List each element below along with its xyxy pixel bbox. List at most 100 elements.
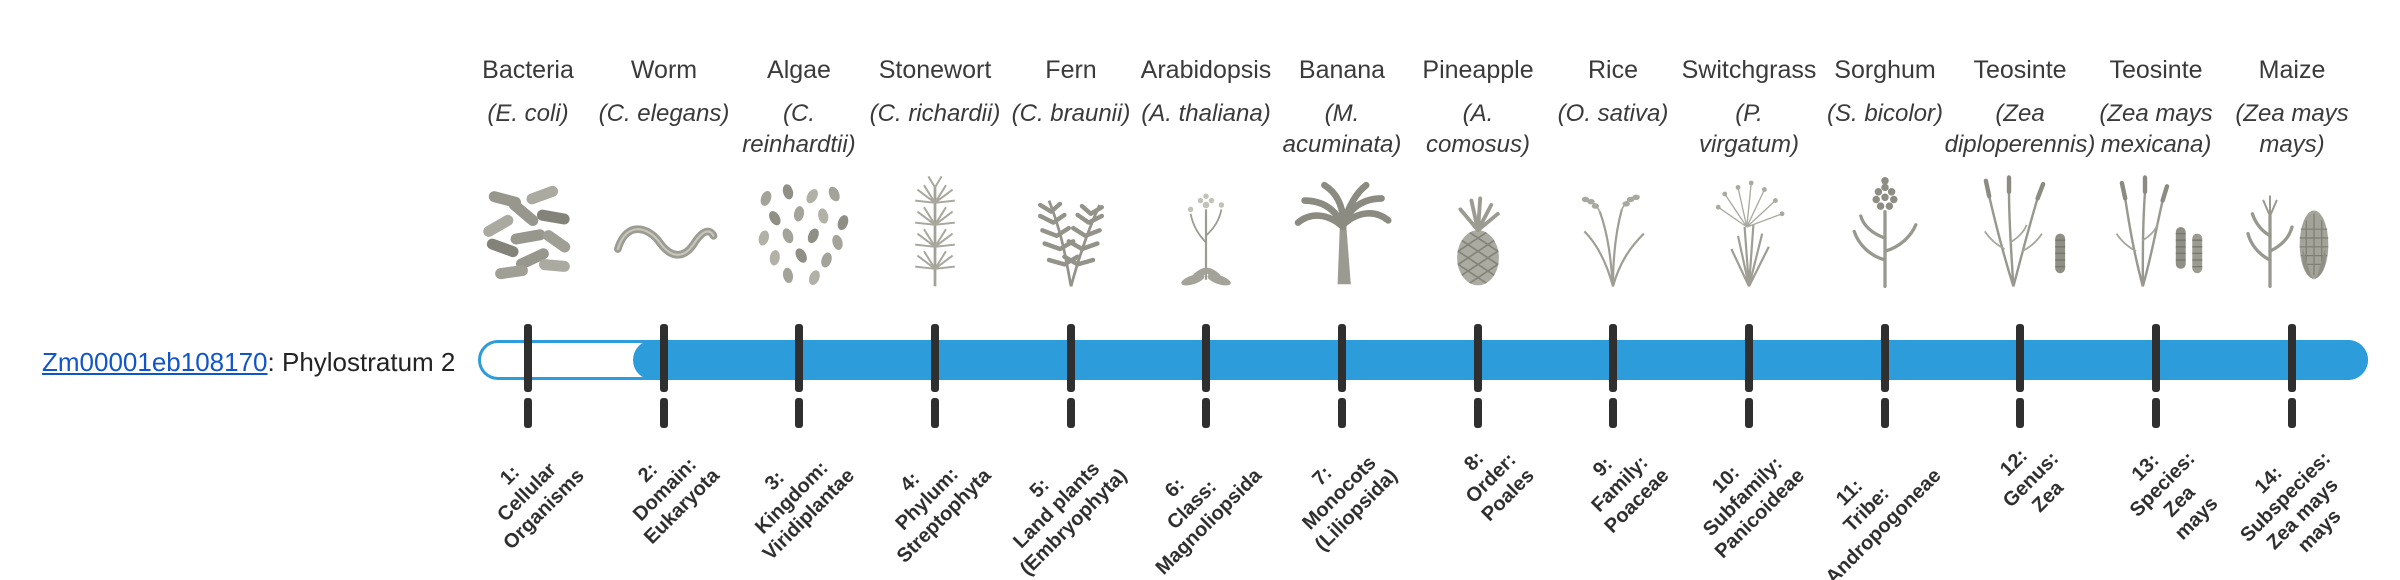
stratum-column-7: Banana (M. acuminata) 7: Monocots (Lilio… <box>1257 0 1427 580</box>
bacteria-icon <box>483 185 571 280</box>
stratum-axis-tick <box>1338 398 1346 428</box>
stratum-tick <box>1202 324 1210 392</box>
organism-scientific-name: (M. acuminata) <box>1282 100 1402 159</box>
stratum-axis-tick <box>2152 398 2160 428</box>
stratum-column-1: Bacteria (E. coli) 1: Cellular Organisms <box>443 0 613 580</box>
stratum-tick <box>1609 324 1617 392</box>
banana-icon <box>1287 168 1397 308</box>
stratum-column-8: Pineapple (A. comosus) 8: Order: Poales <box>1393 0 1563 580</box>
organism-scientific-name: (S. bicolor) <box>1826 100 1944 127</box>
organism-scientific-name: (C. reinhardtii) <box>742 100 856 159</box>
organism-common-name: Teosinte <box>2109 56 2203 84</box>
stratum-tick <box>524 324 532 392</box>
sorghum-icon <box>1830 168 1940 308</box>
worm-icon <box>609 168 719 308</box>
pineapple-icon <box>1457 196 1500 286</box>
organism-common-name: Worm <box>630 56 698 84</box>
organism-scientific-name: (O. sativa) <box>1557 100 1669 127</box>
stratum-column-4: Stonewort (C. richardii) 4: Phylum: Stre… <box>850 0 1020 580</box>
gene-label: Zm00001eb108170: Phylostratum 2 <box>42 347 455 378</box>
organism-scientific-name: (A. comosus) <box>1425 100 1531 159</box>
stratum-column-11: Sorghum (S. bicolor) 11: Tribe: Andropog… <box>1800 0 1970 580</box>
stonewort-icon <box>915 175 955 287</box>
stratum-label: 14: Subspecies: Zea mays mays <box>2236 447 2346 557</box>
arabidopsis-icon <box>1181 193 1231 286</box>
stratum-label: 3: Kingdom: Viridiplantae <box>751 457 860 565</box>
stratum-axis-tick <box>660 398 668 428</box>
stratum-axis-tick <box>1609 398 1617 428</box>
organism-common-name: Arabidopsis <box>1140 56 1272 84</box>
worm-icon <box>613 225 718 259</box>
phylostratum-text: : Phylostratum 2 <box>267 347 456 377</box>
stratum-label: 12: Genus: Zea <box>1996 444 2069 517</box>
stratum-label: 9: Family: Poaceae <box>1587 451 1674 538</box>
stratum-axis-tick <box>795 398 803 428</box>
stratum-label: 11: Tribe: Andropogoneae <box>1821 464 1946 580</box>
phylostratum-bar <box>478 340 2368 380</box>
organism-common-name: Sorghum <box>1834 56 1936 84</box>
stratum-tick <box>1067 324 1075 392</box>
stratum-tick <box>1338 324 1346 392</box>
stratum-column-14: Maize (Zea mays mays) <box>2207 0 2377 580</box>
switchgrass-icon <box>1715 180 1785 287</box>
stratum-axis-tick <box>1881 398 1889 428</box>
stratum-label: 1: Cellular Organisms <box>492 458 589 555</box>
teosinte-diploperennis-icon <box>1983 175 2066 287</box>
teosinte-mexicana-icon <box>2115 175 2203 287</box>
stratum-axis-tick <box>524 398 532 428</box>
phylostratum-bar-fill <box>633 340 2368 380</box>
stratum-tick <box>1881 324 1889 392</box>
stratum-column-9: Rice (O. sativa) 9: Family: Poacea <box>1528 0 1698 580</box>
stratum-tick <box>931 324 939 392</box>
stratum-label: 4: Phylum: Streptophyta <box>891 463 996 568</box>
stratum-column-3: Algae (C. reinhardtii) <box>714 0 884 580</box>
fern-icon <box>1016 168 1126 308</box>
organism-common-name: Rice <box>1587 56 1638 84</box>
organism-scientific-name: (C. richardii) <box>869 100 1001 127</box>
organism-scientific-name: (Zea diploperennis) <box>1944 100 2096 159</box>
organism-common-name: Bacteria <box>482 56 574 84</box>
organism-common-name: Switchgrass <box>1681 56 1817 84</box>
stratum-tick <box>1745 324 1753 392</box>
stratum-label: 10: Subfamily: Panicoideae <box>1699 452 1810 563</box>
stratum-label: 6: Class: Magnoliopsida <box>1151 464 1267 580</box>
stratum-tick <box>1474 324 1482 392</box>
algae-icon <box>758 184 849 285</box>
stratum-label: 7: Monocots (Liliopsida) <box>1298 452 1403 556</box>
maize-icon <box>2246 195 2329 289</box>
gene-id-link[interactable]: Zm00001eb108170 <box>42 347 268 377</box>
stratum-column-5: Fern (C. braunii) 5: Land plants (Embryo… <box>986 0 1156 580</box>
switchgrass-icon <box>1694 168 1804 308</box>
stratum-column-10: Switchgrass (P. virgatum) 10: Subfamily:… <box>1664 0 1834 580</box>
stratum-axis-tick <box>1067 398 1075 428</box>
organism-scientific-name: (P. virgatum) <box>1698 100 1800 159</box>
teosinte-diploperennis-icon <box>1965 168 2075 308</box>
stratum-label: 2: Domain: Eukaryota <box>629 453 725 549</box>
organism-common-name: Fern <box>1045 56 1097 84</box>
stratum-column-2: Worm (C. elegans) 2: Domain: Eukaryota <box>579 0 749 580</box>
stratum-label: 8: Order: Poales <box>1459 447 1539 526</box>
stratum-axis-tick <box>2288 398 2296 428</box>
stratum-column-6: Arabidopsis (A. thaliana) <box>1121 0 1291 580</box>
stratum-tick <box>795 324 803 392</box>
stratum-tick <box>2016 324 2024 392</box>
stratum-axis-tick <box>1202 398 1210 428</box>
organism-scientific-name: (C. braunii) <box>1011 100 1131 127</box>
rice-icon <box>1581 194 1645 287</box>
stratum-tick <box>2288 324 2296 392</box>
organism-scientific-name: (Zea mays mays) <box>2235 100 2349 159</box>
stratum-tick <box>660 324 668 392</box>
stratum-axis-tick <box>1745 398 1753 428</box>
organism-scientific-name: (Zea mays mexicana) <box>2099 100 2213 159</box>
stratum-axis-tick <box>931 398 939 428</box>
pineapple-icon <box>1423 168 1533 308</box>
organism-common-name: Stonewort <box>878 56 992 84</box>
organism-scientific-name: (E. coli) <box>487 100 569 127</box>
algae-icon <box>744 168 854 308</box>
stratum-tick <box>2152 324 2160 392</box>
bacteria-icon <box>473 168 583 308</box>
teosinte-mexicana-icon <box>2101 168 2211 308</box>
organism-common-name: Teosinte <box>1973 56 2067 84</box>
organism-scientific-name: (A. thaliana) <box>1141 100 1271 127</box>
